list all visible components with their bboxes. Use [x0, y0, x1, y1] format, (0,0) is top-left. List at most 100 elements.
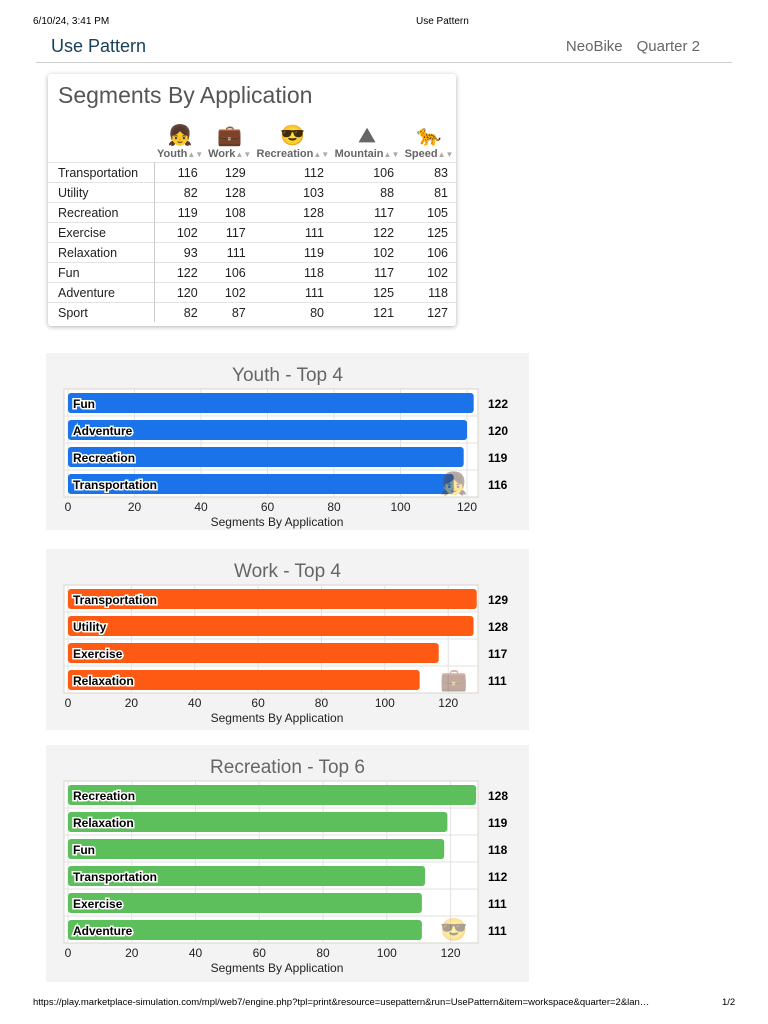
chart-svg: Recreation - Top 6 0 20 40 60 80 100 120 Recreat…	[63, 757, 508, 975]
cell-value: 81	[402, 182, 456, 203]
cell-value: 119	[253, 242, 332, 263]
bar[interactable]	[68, 812, 448, 832]
x-tick-label: 0	[65, 946, 72, 960]
table-row: Utility 82 128 103 88 81	[48, 182, 456, 203]
column-header-speed[interactable]: 🐆 Speed▲▼	[402, 120, 456, 163]
bar[interactable]	[68, 474, 454, 494]
bar-value-label: 116	[488, 478, 508, 492]
page-title: Use Pattern	[51, 36, 147, 56]
sort-icon[interactable]: ▲▼	[437, 150, 454, 159]
table-row: Fun 122 106 118 117 102	[48, 262, 456, 283]
cell-value: 80	[253, 302, 332, 322]
bar[interactable]	[68, 589, 477, 609]
cell-value: 118	[253, 262, 332, 283]
bar-category-label: Recreation	[73, 451, 135, 465]
x-axis-label: Segments By Application	[211, 515, 344, 529]
briefcase-icon: 💼	[217, 125, 243, 147]
cell-value: 128	[253, 202, 332, 223]
bar-value-label: 111	[488, 924, 507, 938]
bar-value-label: 128	[488, 620, 508, 634]
print-datetime: 6/10/24, 3:41 PM	[33, 16, 110, 27]
bar-category-label: Relaxation	[73, 674, 134, 688]
bar-category-label: Adventure	[73, 424, 133, 438]
bar[interactable]	[68, 616, 474, 636]
column-header-youth[interactable]: 👧 Youth▲▼	[155, 120, 206, 163]
row-label: Sport	[48, 302, 155, 322]
header-context: NeoBike Quarter 2	[552, 38, 700, 55]
chart-svg: Work - Top 4 0 20 40 60 80 100 120 Transportatio…	[63, 561, 508, 725]
panther-icon: 🐆	[416, 125, 442, 147]
print-title: Use Pattern	[416, 16, 469, 27]
cell-value: 108	[205, 202, 254, 223]
bar[interactable]	[68, 670, 420, 690]
column-header-work[interactable]: 💼 Work▲▼	[206, 120, 254, 163]
x-tick-label: 100	[375, 696, 395, 710]
x-tick-label: 40	[189, 946, 203, 960]
table-row: Recreation 119 108 128 117 105	[48, 202, 456, 223]
bar[interactable]	[68, 420, 468, 440]
row-header-blank	[48, 120, 155, 163]
cell-value: 102	[402, 262, 456, 283]
bar-category-label: Fun	[73, 397, 95, 411]
bar-value-label: 117	[488, 647, 508, 661]
cell-value: 125	[331, 282, 403, 303]
column-label: Mountain	[334, 148, 384, 160]
cell-value: 125	[402, 222, 456, 243]
bar-category-label: Exercise	[73, 647, 123, 661]
bar-category-label: Adventure	[73, 924, 133, 938]
bar-value-label: 119	[488, 451, 508, 465]
x-tick-label: 60	[253, 946, 267, 960]
bar[interactable]	[68, 839, 445, 859]
bar[interactable]	[68, 920, 422, 940]
work-chart: Work - Top 4 0 20 40 60 80 100 120 Transportatio…	[46, 549, 529, 730]
bar-category-label: Relaxation	[73, 816, 134, 830]
row-label: Utility	[48, 182, 155, 203]
sort-icon[interactable]: ▲▼	[383, 150, 400, 159]
bar-value-label: 112	[488, 870, 508, 884]
bar[interactable]	[68, 866, 426, 886]
sort-icon[interactable]: ▲▼	[235, 150, 252, 159]
cell-value: 93	[154, 242, 206, 263]
chart-svg: Youth - Top 4 0 20 40 60 80 100 120 Fun 122 Advent…	[63, 365, 508, 529]
cell-value: 111	[253, 222, 332, 243]
cell-value: 128	[205, 182, 254, 203]
cell-value: 111	[205, 242, 254, 263]
bar-category-label: Transportation	[73, 593, 157, 607]
bar-category-label: Fun	[73, 843, 95, 857]
x-tick-label: 20	[128, 500, 142, 514]
cell-value: 117	[331, 202, 403, 223]
bar[interactable]	[68, 393, 474, 413]
row-label: Transportation	[48, 162, 155, 183]
bar[interactable]	[68, 893, 422, 913]
x-tick-label: 100	[377, 946, 397, 960]
cell-value: 82	[154, 302, 206, 322]
column-header-mountain[interactable]: ⛰ Mountain▲▼	[332, 120, 402, 163]
bar[interactable]	[68, 643, 439, 663]
company-name: NeoBike	[565, 38, 623, 55]
table-row: Exercise 102 117 111 122 125	[48, 222, 456, 243]
x-tick-label: 20	[125, 946, 139, 960]
x-tick-label: 100	[391, 500, 411, 514]
cell-value: 102	[331, 242, 403, 263]
x-tick-label: 80	[315, 696, 329, 710]
x-tick-label: 40	[188, 696, 202, 710]
chart-title: Work - Top 4	[234, 561, 341, 582]
bar[interactable]	[68, 447, 464, 467]
column-header-recreation[interactable]: 😎 Recreation▲▼	[254, 120, 332, 163]
bar-value-label: 128	[488, 789, 508, 803]
bar-category-label: Recreation	[73, 789, 135, 803]
x-tick-label: 20	[125, 696, 139, 710]
cell-value: 106	[205, 262, 254, 283]
segments-table: 👧 Youth▲▼ 💼 Work▲▼ 😎 Recreation▲▼ ⛰ Mountain▲▼ 🐆…	[48, 120, 456, 322]
cell-value: 102	[154, 222, 206, 243]
cell-value: 116	[154, 162, 206, 183]
table-row: Transportation 116 129 112 106 83	[48, 162, 456, 183]
sort-icon[interactable]: ▲▼	[313, 150, 330, 159]
cell-value: 127	[402, 302, 456, 322]
footer-page: 1/2	[722, 997, 736, 1008]
cell-value: 122	[331, 222, 403, 243]
bar[interactable]	[68, 785, 477, 805]
column-label: Speed	[404, 148, 438, 160]
sort-icon[interactable]: ▲▼	[187, 150, 204, 159]
